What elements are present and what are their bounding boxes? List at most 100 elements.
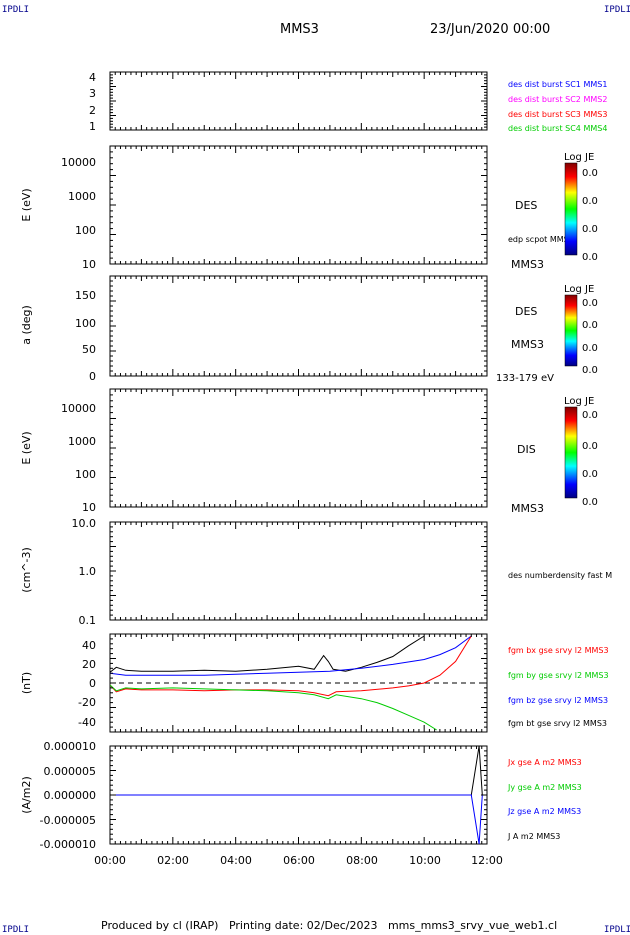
panel-3-instrument: DES bbox=[515, 305, 537, 318]
panel-7-ylabel: (A/m2) bbox=[20, 776, 33, 814]
colorbar-title: Log JE bbox=[564, 152, 594, 163]
panel-2-yticks: 10000 1000 100 10 bbox=[61, 156, 96, 271]
panel-6-legend: fgm bx gse srvy l2 MMS3 fgm by gse srvy … bbox=[508, 646, 609, 728]
colorbar-title: Log JE bbox=[564, 396, 594, 407]
panel-6-tick: 0 bbox=[89, 677, 96, 690]
axis-tick-marks bbox=[109, 71, 488, 845]
panel-3-colorbar: Log JE 0.0 0.0 0.0 0.0 bbox=[564, 284, 598, 376]
panel-6-legend-item: fgm bz gse srvy l2 MMS3 bbox=[508, 696, 608, 705]
panel-7-legend-item: Jx gse A m2 MMS3 bbox=[507, 758, 582, 767]
time-tick-label: 10:00 bbox=[409, 854, 441, 867]
panel-2-spacecraft: MMS3 bbox=[511, 258, 544, 271]
panel-3-tick: 100 bbox=[75, 317, 96, 330]
panel-6-legend-item: fgm bt gse srvy l2 MMS3 bbox=[508, 719, 607, 728]
panel-7-series bbox=[110, 746, 487, 844]
panel-7-tick: -0.000005 bbox=[40, 814, 96, 827]
panel-6-tick: 40 bbox=[82, 639, 96, 652]
panel-7-legend-item: J A m2 MMS3 bbox=[507, 832, 560, 841]
panel-3-tick: 150 bbox=[75, 289, 96, 302]
series-line-0 bbox=[110, 635, 425, 673]
panel-7-tick: 0.000000 bbox=[44, 789, 97, 802]
panel-4-yticks: 10000 1000 100 10 bbox=[61, 402, 96, 514]
panel-1-legend-item: des dist burst SC4 MMS4 bbox=[508, 124, 607, 133]
time-tick-label: 06:00 bbox=[283, 854, 315, 867]
panel-6-series bbox=[110, 635, 472, 731]
colorbar-tick: 0.0 bbox=[582, 343, 598, 354]
footer-credit: Produced by cl (IRAP) Printing date: 02/… bbox=[101, 919, 558, 932]
colorbar-gradient bbox=[564, 162, 578, 256]
series-line-3 bbox=[110, 684, 437, 731]
colorbar-tick: 0.0 bbox=[582, 365, 598, 376]
panel-4-tick: 10000 bbox=[61, 402, 96, 415]
panel-5-frame bbox=[109, 521, 488, 621]
panel-4-colorbar: Log JE 0.0 0.0 0.0 0.0 bbox=[564, 396, 598, 508]
series-line-0 bbox=[110, 746, 487, 796]
time-tick-label: 02:00 bbox=[157, 854, 189, 867]
panel-6-legend-item: fgm by gse srvy l2 MMS3 bbox=[508, 671, 609, 680]
panel-1-frame bbox=[109, 71, 488, 131]
panel-7-tick: 0.000010 bbox=[44, 740, 97, 753]
colorbar-tick: 0.0 bbox=[582, 168, 598, 179]
spacecraft-title: MMS3 bbox=[280, 22, 319, 37]
panel-7-tick: 0.000005 bbox=[44, 765, 97, 778]
panel-3-ylabel: a (deg) bbox=[20, 305, 33, 345]
panel-5-yticks: 10.0 1.0 0.1 bbox=[72, 517, 97, 627]
panel-2-overlay-label: edp scpot MMS3 bbox=[508, 235, 574, 244]
time-tick-label: 08:00 bbox=[346, 854, 378, 867]
colorbar-title: Log JE bbox=[564, 284, 594, 295]
panel-7-legend: Jx gse A m2 MMS3 Jy gse A m2 MMS3 Jz gse… bbox=[507, 758, 582, 841]
corner-label-bottom-right: IPDLI bbox=[604, 925, 630, 935]
panel-5-tick: 10.0 bbox=[72, 517, 97, 530]
panel-4-spacecraft: MMS3 bbox=[511, 502, 544, 515]
panel-6-tick: -40 bbox=[78, 716, 96, 729]
colorbar-tick: 0.0 bbox=[582, 469, 598, 480]
colorbar-tick: 0.0 bbox=[582, 441, 598, 452]
panel-3-spacecraft: MMS3 bbox=[511, 338, 544, 351]
panel-5-tick: 1.0 bbox=[79, 565, 97, 578]
panel-2-colorbar: Log JE 0.0 0.0 0.0 0.0 bbox=[564, 152, 598, 263]
corner-label-top-left: IPDLI bbox=[2, 5, 30, 15]
panel-6-legend-item: fgm bx gse srvy l2 MMS3 bbox=[508, 646, 609, 655]
colorbar-gradient bbox=[564, 406, 578, 499]
panel-3-frame bbox=[109, 275, 488, 377]
panel-3-tick: 0 bbox=[89, 370, 96, 383]
panel-2-instrument: DES bbox=[515, 199, 537, 212]
panel-4-frame bbox=[109, 388, 488, 508]
colorbar-tick: 0.0 bbox=[582, 298, 598, 309]
panel-5-legend: des numberdensity fast M bbox=[508, 571, 612, 580]
time-tick-label: 12:00 bbox=[471, 854, 503, 867]
panel-3-yticks: 150 100 50 0 bbox=[75, 289, 96, 383]
date-title: 23/Jun/2020 00:00 bbox=[430, 22, 551, 37]
panel-7-legend-item: Jz gse A m2 MMS3 bbox=[507, 807, 581, 816]
panel-1-legend: des dist burst SC1 MMS1 des dist burst S… bbox=[508, 80, 607, 133]
corner-label-bottom-left: IPDLI bbox=[2, 925, 30, 935]
panel-1-legend-item: des dist burst SC3 MMS3 bbox=[508, 110, 607, 119]
colorbar-tick: 0.0 bbox=[582, 497, 598, 508]
panel-4-ylabel: E (eV) bbox=[20, 431, 33, 464]
panel-2-tick: 1000 bbox=[68, 190, 96, 203]
panel-2-tick: 100 bbox=[75, 224, 96, 237]
colorbar-tick: 0.0 bbox=[582, 252, 598, 263]
colorbar-tick: 0.0 bbox=[582, 196, 598, 207]
panel-1-yticks: 4 3 2 1 bbox=[89, 71, 96, 133]
panel-3-tick: 50 bbox=[82, 343, 96, 356]
panel-2-frame bbox=[109, 145, 488, 265]
panel-2-ylabel: E (eV) bbox=[20, 188, 33, 221]
time-tick-label: 00:00 bbox=[94, 854, 126, 867]
time-axis: 00:00 02:00 04:00 06:00 08:00 10:00 12:0… bbox=[94, 854, 503, 867]
panel-6-ylabel: (nT) bbox=[20, 672, 33, 694]
colorbar-gradient bbox=[564, 294, 578, 367]
panel-1-tick: 2 bbox=[89, 104, 96, 117]
panel-2-tick: 10 bbox=[82, 258, 96, 271]
panel-6-tick: -20 bbox=[78, 696, 96, 709]
panel-1-tick: 3 bbox=[89, 87, 96, 100]
panel-1-legend-item: des dist burst SC1 MMS1 bbox=[508, 80, 607, 89]
panel-6-yticks: 40 20 0 -20 -40 bbox=[78, 639, 96, 729]
panel-4-instrument: DIS bbox=[517, 443, 536, 456]
panel-7-yticks: 0.000010 0.000005 0.000000 -0.000005 -0.… bbox=[40, 740, 96, 851]
series-line-1 bbox=[110, 635, 472, 676]
time-tick-label: 04:00 bbox=[220, 854, 252, 867]
panel-1-tick: 1 bbox=[89, 120, 96, 133]
colorbar-tick: 0.0 bbox=[582, 224, 598, 235]
